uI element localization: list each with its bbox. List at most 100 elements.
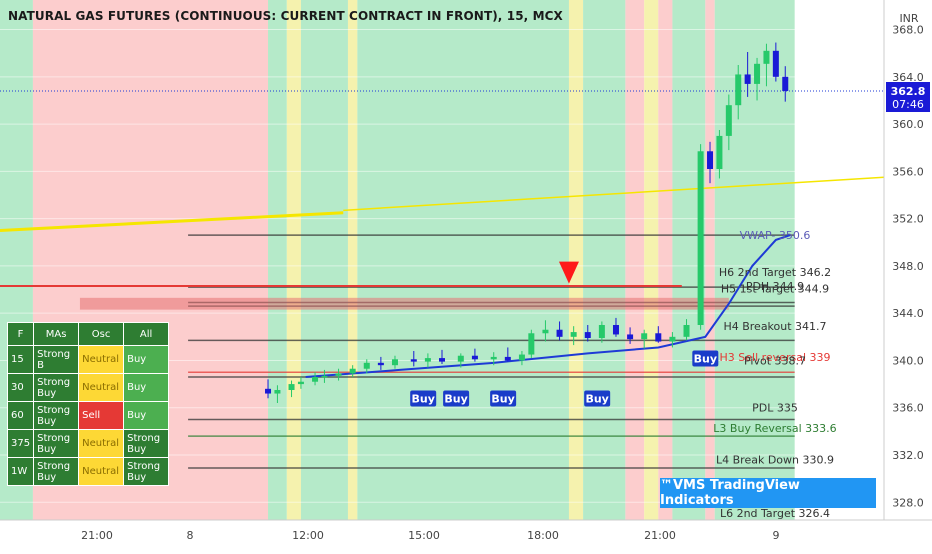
candle xyxy=(391,355,398,369)
buy-signal-tag: Buy xyxy=(443,390,470,407)
level-label: H4 Breakout 341.7 xyxy=(723,320,826,333)
candle xyxy=(707,141,714,184)
candle xyxy=(274,385,281,403)
candle-body xyxy=(471,355,478,360)
buy-tag-label: Buy xyxy=(585,392,608,405)
y-tick-label: 328.0 xyxy=(892,496,924,509)
level-label: PDH 344.9 xyxy=(746,280,804,293)
chart-title: NATURAL GAS FUTURES (CONTINUOUS: CURRENT… xyxy=(8,9,563,23)
signal-cell-all: Buy xyxy=(123,345,170,374)
session-band xyxy=(347,0,358,520)
candle-body xyxy=(377,362,384,366)
signal-cell-osc: Neutral xyxy=(78,457,125,486)
session-band xyxy=(300,0,348,520)
candle xyxy=(735,65,742,120)
signal-cell-mas: Strong Buy xyxy=(33,457,80,486)
buy-tag-label: Buy xyxy=(411,392,434,405)
y-tick-label: 348.0 xyxy=(892,260,924,273)
candle-body xyxy=(598,325,605,338)
buy-tag-box xyxy=(443,390,470,407)
candle-body xyxy=(335,373,342,376)
candle-body xyxy=(627,334,634,340)
candle-body xyxy=(763,50,770,64)
signal-cell-mas: Strong Buy xyxy=(33,373,80,402)
brand-banner[interactable]: ™VMS TradingView Indicators xyxy=(660,478,876,508)
signal-cell-mas: Strong Buy xyxy=(33,429,80,458)
session-band xyxy=(658,0,673,520)
price-tag-countdown: 07:46 xyxy=(892,98,924,111)
candle xyxy=(297,377,304,389)
table-row: 1W Strong Buy Neutral Strong Buy xyxy=(6,457,170,486)
time-axis xyxy=(0,520,932,550)
x-tick-label: 18:00 xyxy=(527,529,559,542)
buy-tag-box xyxy=(584,390,611,407)
candle-body xyxy=(439,358,445,362)
signal-cell-tf: 15 xyxy=(6,345,35,374)
candle xyxy=(655,326,662,343)
session-band xyxy=(286,0,301,520)
y-tick-label: 344.0 xyxy=(892,307,924,320)
level-label: H5 1st Target 344.9 xyxy=(721,282,829,295)
signal-cell-all: Buy xyxy=(123,401,170,430)
candle-body xyxy=(504,356,511,361)
session-band xyxy=(583,0,626,520)
buy-tag-box xyxy=(410,390,437,407)
candle-body xyxy=(363,362,370,369)
candle xyxy=(471,348,478,362)
signal-cell-all: Buy xyxy=(123,373,170,402)
candle xyxy=(612,317,619,337)
session-band xyxy=(714,0,795,520)
candle-body xyxy=(274,390,281,394)
candle xyxy=(556,321,563,341)
candle xyxy=(335,368,342,381)
vwap-line xyxy=(305,234,791,378)
candle-body xyxy=(490,356,497,360)
y-tick-label: 336.0 xyxy=(892,402,924,415)
buy-tag-label: Buy xyxy=(694,352,717,365)
y-tick-label: 368.0 xyxy=(892,24,924,37)
currency-label: INR xyxy=(899,12,918,25)
price-tag-value: 362.8 xyxy=(891,85,926,98)
candle xyxy=(321,369,328,383)
candle-body xyxy=(707,151,714,169)
candle xyxy=(312,372,319,386)
candle xyxy=(763,43,770,87)
candle xyxy=(754,57,761,101)
candle xyxy=(598,321,605,343)
signal-cell-all: Strong Buy xyxy=(123,457,170,486)
session-band xyxy=(644,0,659,520)
candle-body xyxy=(312,377,319,382)
level-label: Pivot 338.7 xyxy=(744,354,806,367)
y-tick-label: 332.0 xyxy=(892,449,924,462)
candle-body xyxy=(716,135,723,169)
candle xyxy=(410,351,417,367)
candle xyxy=(288,380,295,398)
signal-cell-tf: 30 xyxy=(6,373,35,402)
candle xyxy=(584,325,591,342)
candle-body xyxy=(772,50,779,77)
candle-body xyxy=(528,333,535,355)
buy-tag-box xyxy=(490,390,517,407)
candle xyxy=(363,359,370,374)
x-tick-label: 12:00 xyxy=(292,529,324,542)
trend-line xyxy=(343,176,885,212)
buy-signal-tag: Buy xyxy=(584,390,611,407)
candle-body xyxy=(321,375,328,378)
table-row: 375 Strong Buy Neutral Strong Buy xyxy=(6,429,170,458)
candle-body xyxy=(584,332,591,338)
y-tick-label: 364.0 xyxy=(892,71,924,84)
resistance-zone xyxy=(79,297,729,310)
level-label: L3 Buy Reversal 333.6 xyxy=(713,422,836,435)
signal-cell-all: Strong Buy xyxy=(123,429,170,458)
y-tick-label: 356.0 xyxy=(892,165,924,178)
table-header-timeframe: F xyxy=(6,322,35,346)
candle xyxy=(528,329,535,359)
candle-body xyxy=(297,381,304,385)
signal-cell-tf: 60 xyxy=(6,401,35,430)
candle-body xyxy=(655,333,662,342)
candle xyxy=(504,347,511,362)
session-band xyxy=(268,0,287,520)
candle xyxy=(424,353,431,368)
